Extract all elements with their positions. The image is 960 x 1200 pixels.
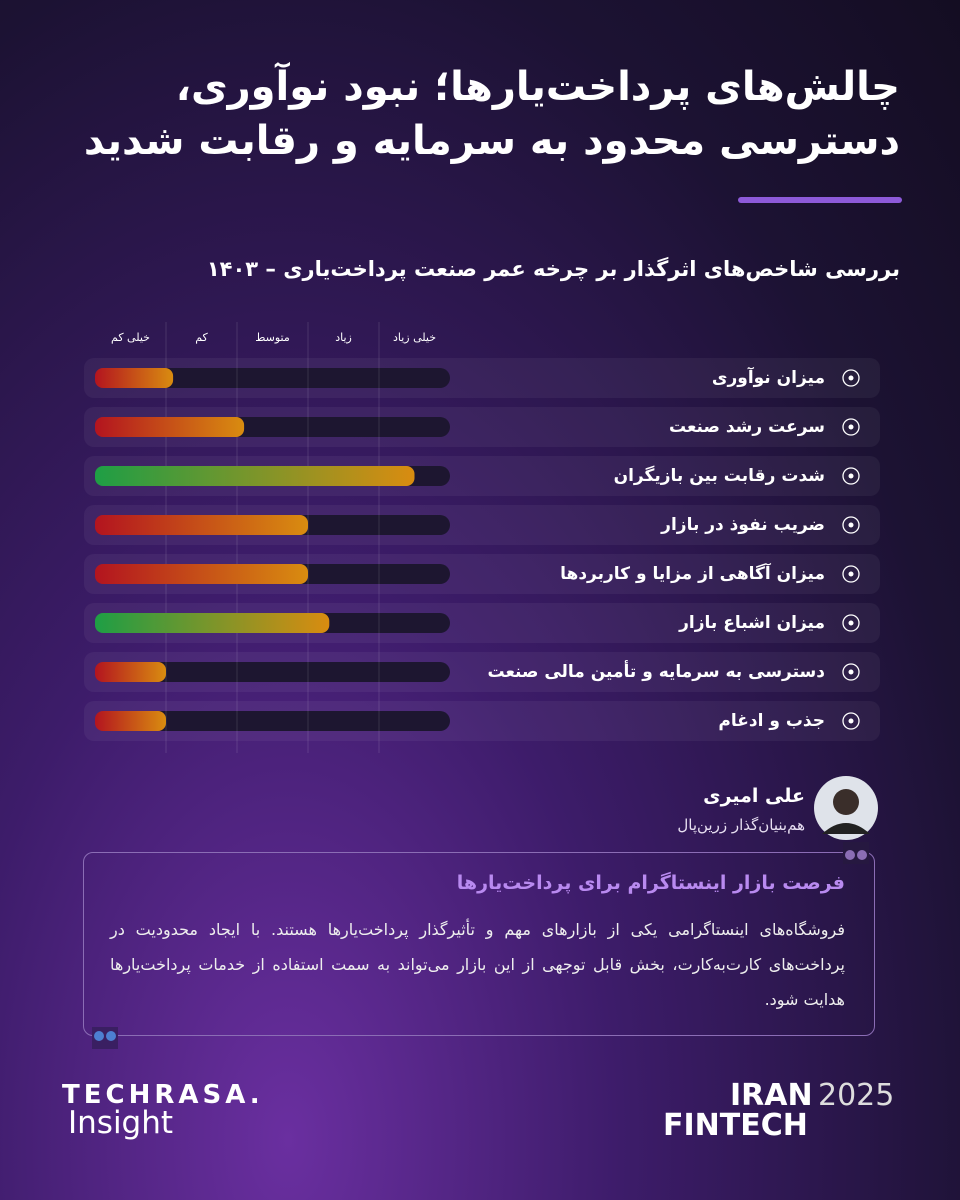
bar-track bbox=[95, 662, 450, 682]
x-tick-label: خیلی کم bbox=[111, 331, 150, 344]
quote-icon bbox=[843, 842, 869, 864]
quote-box bbox=[83, 852, 875, 1036]
category-label: جذب و ادغام bbox=[718, 711, 825, 731]
bar bbox=[95, 564, 308, 584]
bar bbox=[95, 662, 166, 682]
quote-text: فروشگاه‌های اینستاگرامی یکی از بازارهای … bbox=[110, 920, 845, 1009]
author-name: علی امیری bbox=[703, 785, 805, 807]
category-label: دسترسی به سرمایه و تأمین مالی صنعت bbox=[487, 660, 825, 682]
brand: TECHRASA. bbox=[62, 1080, 264, 1110]
x-tick-label: خیلی زیاد bbox=[393, 331, 436, 344]
category-label: میزان اشباع بازار bbox=[678, 613, 825, 633]
x-tick-label: متوسط bbox=[255, 331, 290, 344]
x-tick-label: زیاد bbox=[335, 331, 352, 344]
brand-sub: Insight bbox=[68, 1105, 174, 1141]
category-label: سرعت رشد صنعت bbox=[669, 417, 825, 437]
quote-icon bbox=[92, 1027, 118, 1049]
bar bbox=[95, 613, 330, 633]
category-icon bbox=[842, 712, 860, 730]
category-icon bbox=[842, 369, 860, 387]
category-icon bbox=[842, 516, 860, 534]
bar bbox=[95, 417, 245, 437]
category-icon bbox=[842, 565, 860, 583]
category-icon bbox=[842, 467, 860, 485]
event-name: FINTECH bbox=[663, 1108, 808, 1143]
category-label: ضریب نفوذ در بازار bbox=[660, 515, 825, 535]
title-rule bbox=[738, 197, 902, 203]
bar bbox=[95, 368, 174, 388]
category-icon bbox=[842, 663, 860, 681]
category-label: میزان نوآوری bbox=[712, 366, 825, 388]
category-label: میزان آگاهی از مزایا و کاربردها bbox=[560, 562, 825, 584]
bar-track bbox=[95, 368, 450, 388]
author-role: هم‌بنیان‌گذار زرین‌پال bbox=[677, 816, 805, 834]
chart: بررسی شاخص‌های اثرگذار بر چرخه عمر صنعت … bbox=[95, 256, 900, 731]
title-line: دسترسی محدود به سرمایه و رقابت شدید bbox=[83, 118, 900, 164]
chart-title: بررسی شاخص‌های اثرگذار بر چرخه عمر صنعت … bbox=[207, 256, 900, 281]
author-photo bbox=[814, 776, 878, 840]
quote-heading: فرصت بازار اینستاگرام برای پرداخت‌یارها bbox=[456, 872, 845, 894]
event-name: IRAN bbox=[730, 1078, 813, 1113]
title: چالش‌های پرداخت‌یارها؛ نبود نوآوری، دستر… bbox=[40, 60, 900, 168]
category-label: شدت رقابت بین بازیگران bbox=[614, 465, 825, 486]
bar bbox=[95, 466, 415, 486]
bar-track bbox=[95, 711, 450, 731]
event-year: 2025 bbox=[818, 1078, 895, 1113]
bar bbox=[95, 711, 166, 731]
category-icon bbox=[842, 614, 860, 632]
bar bbox=[95, 515, 308, 535]
title-line: چالش‌های پرداخت‌یارها؛ نبود نوآوری، bbox=[175, 64, 900, 110]
x-tick-label: کم bbox=[195, 331, 208, 344]
category-icon bbox=[842, 418, 860, 436]
